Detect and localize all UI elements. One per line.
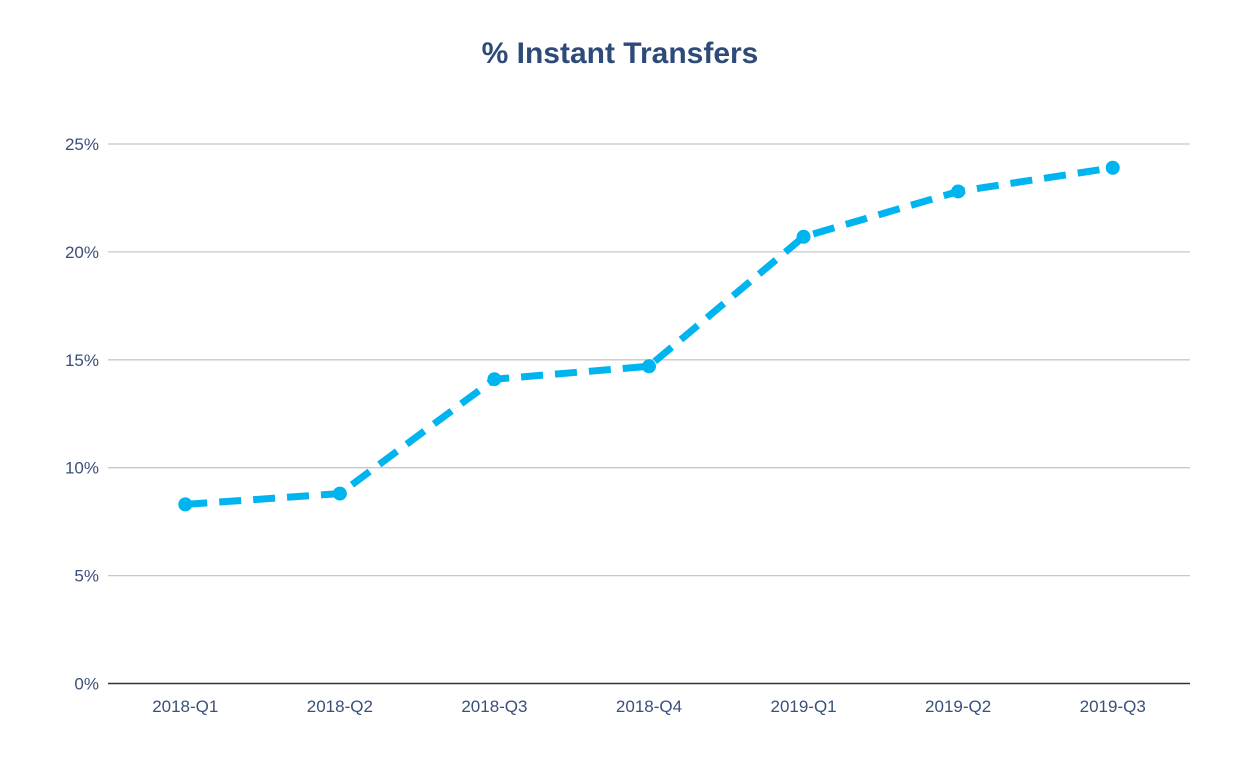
- y-tick-label: 0%: [74, 675, 99, 694]
- data-point: [1105, 160, 1120, 175]
- x-tick-label: 2019-Q1: [770, 697, 836, 716]
- x-axis-ticks: 2018-Q1 2018-Q2 2018-Q3 2018-Q4 2019-Q1 2019-…: [152, 697, 1146, 716]
- x-tick-label: 2018-Q1: [152, 697, 218, 716]
- data-point: [642, 359, 656, 374]
- data-point: [332, 486, 347, 501]
- series-path: [185, 164, 1114, 508]
- x-tick-label: 2018-Q2: [307, 697, 373, 716]
- data-point: [487, 372, 502, 387]
- y-tick-label: 25%: [65, 135, 99, 154]
- x-tick-label: 2018-Q4: [616, 697, 682, 716]
- data-point: [178, 497, 193, 512]
- y-tick-label: 5%: [74, 567, 99, 586]
- chart-title: % Instant Transfers: [482, 37, 759, 70]
- data-point: [796, 229, 811, 244]
- series-line: [178, 160, 1120, 512]
- x-tick-label: 2019-Q3: [1080, 697, 1146, 716]
- data-point: [951, 184, 966, 199]
- y-tick-label: 10%: [65, 459, 99, 478]
- y-tick-label: 15%: [65, 351, 99, 370]
- x-tick-label: 2019-Q2: [925, 697, 991, 716]
- y-tick-label: 20%: [65, 243, 99, 262]
- x-tick-label: 2018-Q3: [461, 697, 527, 716]
- y-axis-ticks: 0% 5% 10% 15% 20% 25%: [65, 135, 99, 694]
